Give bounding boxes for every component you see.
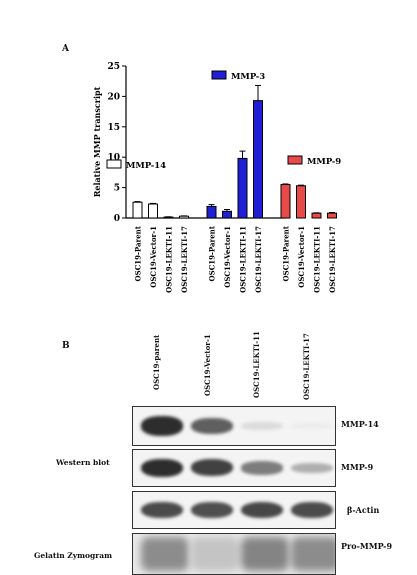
legend-label-mmp-14: MMP-14 bbox=[126, 161, 166, 171]
bar-mmp-9-1 bbox=[280, 184, 291, 219]
band-lane-3 bbox=[241, 461, 283, 475]
lane-label-lekti-17: OSC19-LEKTI-17 bbox=[302, 333, 311, 400]
lane-label-parent: OSC19-parent bbox=[152, 334, 161, 390]
bar-mmp-9-4 bbox=[327, 212, 337, 219]
bar-mmp-3-2 bbox=[222, 210, 232, 219]
band-lane-1 bbox=[141, 416, 183, 436]
legend-label-mmp-9: MMP-9 bbox=[307, 157, 341, 167]
band-lane-1 bbox=[141, 537, 189, 571]
blot-mmp-14 bbox=[132, 406, 336, 446]
blot-label-beta-actin: β-Actin bbox=[347, 505, 380, 515]
bar-mmp-14-1 bbox=[132, 201, 143, 219]
mmp-transcript-bar-chart: 0 5 10 15 20 25 Relative MMP transcript OSC19-P… bbox=[92, 62, 341, 293]
panel-a-letter: A bbox=[62, 44, 69, 54]
band-lane-2 bbox=[191, 501, 233, 519]
x-tick-label: OSC19-LEKTI-11 bbox=[313, 226, 322, 293]
legend-swatch-mmp-3 bbox=[211, 70, 227, 80]
band-lane-1 bbox=[141, 501, 183, 519]
bar-mmp-3-3 bbox=[237, 157, 248, 219]
x-tick-label: OSC19-Vector-1 bbox=[223, 226, 232, 288]
blot-label-mmp-14: MMP-14 bbox=[341, 419, 379, 429]
blot-mmp-9 bbox=[132, 449, 336, 487]
bar-mmp-9-2 bbox=[296, 185, 306, 219]
legend-swatch-mmp-14 bbox=[106, 159, 122, 169]
band-lane-3 bbox=[241, 537, 289, 571]
band-lane-2 bbox=[191, 418, 233, 434]
band-lane-4 bbox=[291, 462, 333, 474]
bar-mmp-14-2 bbox=[148, 203, 158, 219]
x-tick-label: OSC19-LEKTI-11 bbox=[165, 226, 174, 293]
legend-swatch-mmp-9 bbox=[287, 155, 303, 165]
western-blot-label: Western blot bbox=[56, 458, 110, 467]
blot-label-mmp-9: MMP-9 bbox=[341, 462, 374, 472]
y-tick-label: 5 bbox=[114, 184, 120, 194]
x-tick-label: OSC19-LEKTI-17 bbox=[328, 226, 337, 293]
band-lane-4 bbox=[291, 537, 335, 571]
x-tick-label: OSC19-LEKTI-17 bbox=[254, 226, 263, 293]
gelatin-zymogram-label: Gelatin Zymogram bbox=[34, 551, 113, 560]
bar-mmp-3-4 bbox=[253, 100, 263, 219]
bar-mmp-14-4 bbox=[179, 215, 189, 219]
band-lane-2 bbox=[191, 537, 239, 571]
band-lane-3 bbox=[241, 422, 283, 430]
y-tick-label: 10 bbox=[107, 153, 120, 163]
band-lane-2 bbox=[191, 459, 233, 477]
x-tick-label: OSC19-LEKTI-17 bbox=[180, 226, 189, 293]
y-tick-label: 20 bbox=[107, 92, 120, 102]
x-tick-label: OSC19-Vector-1 bbox=[149, 226, 158, 288]
band-lane-4 bbox=[291, 422, 333, 430]
x-tick-label: OSC19-LEKTI-11 bbox=[239, 226, 248, 293]
x-tick-label: OSC19-Parent bbox=[208, 225, 217, 281]
band-lane-3 bbox=[241, 501, 283, 519]
x-tick-label: OSC19-Parent bbox=[134, 225, 143, 281]
blot-beta-actin bbox=[132, 491, 336, 529]
zymogram-pro-mmp-9 bbox=[132, 533, 336, 575]
band-lane-1 bbox=[141, 458, 183, 478]
x-tick-label: OSC19-Vector-1 bbox=[297, 226, 306, 288]
y-tick-label: 0 bbox=[114, 214, 120, 224]
bar-mmp-9-3 bbox=[311, 212, 322, 219]
y-tick-label: 25 bbox=[107, 62, 120, 72]
x-tick-label: OSC19-Parent bbox=[282, 225, 291, 281]
blot-label-pro-mmp-9: Pro-MMP-9 bbox=[341, 541, 393, 551]
y-axis-label: Relative MMP transcript bbox=[92, 86, 102, 197]
y-tick-label: 15 bbox=[107, 123, 120, 133]
lane-label-vector-1: OSC19-Vector-1 bbox=[203, 334, 212, 396]
legend-label-mmp-3: MMP-3 bbox=[231, 72, 265, 82]
lane-label-lekti-11: OSC19-LEKTI-11 bbox=[252, 331, 261, 398]
bar-mmp-3-1 bbox=[206, 205, 217, 219]
band-lane-4 bbox=[291, 501, 333, 519]
panel-b-letter: B bbox=[62, 341, 70, 351]
